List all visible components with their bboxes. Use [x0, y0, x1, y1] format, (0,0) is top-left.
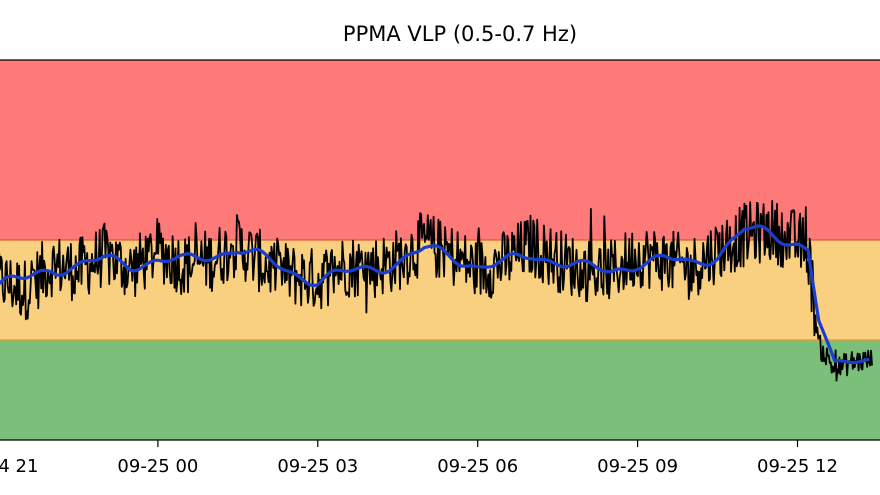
x-tick-label: 09-25 12 — [757, 456, 838, 477]
x-tick-label: 09-25 00 — [117, 456, 198, 477]
band-red — [0, 60, 880, 240]
series-line-smoothed — [0, 224, 870, 365]
band-green — [0, 340, 880, 440]
x-tick-label: 09-25 03 — [277, 456, 358, 477]
series-line-raw — [0, 199, 873, 382]
x-tick-label: 09-25 06 — [437, 456, 518, 477]
x-tick-label: 09-24 21 — [0, 456, 38, 477]
x-tick-label: 09-25 09 — [597, 456, 678, 477]
chart-title: PPMA VLP (0.5-0.7 Hz) — [342, 22, 578, 46]
